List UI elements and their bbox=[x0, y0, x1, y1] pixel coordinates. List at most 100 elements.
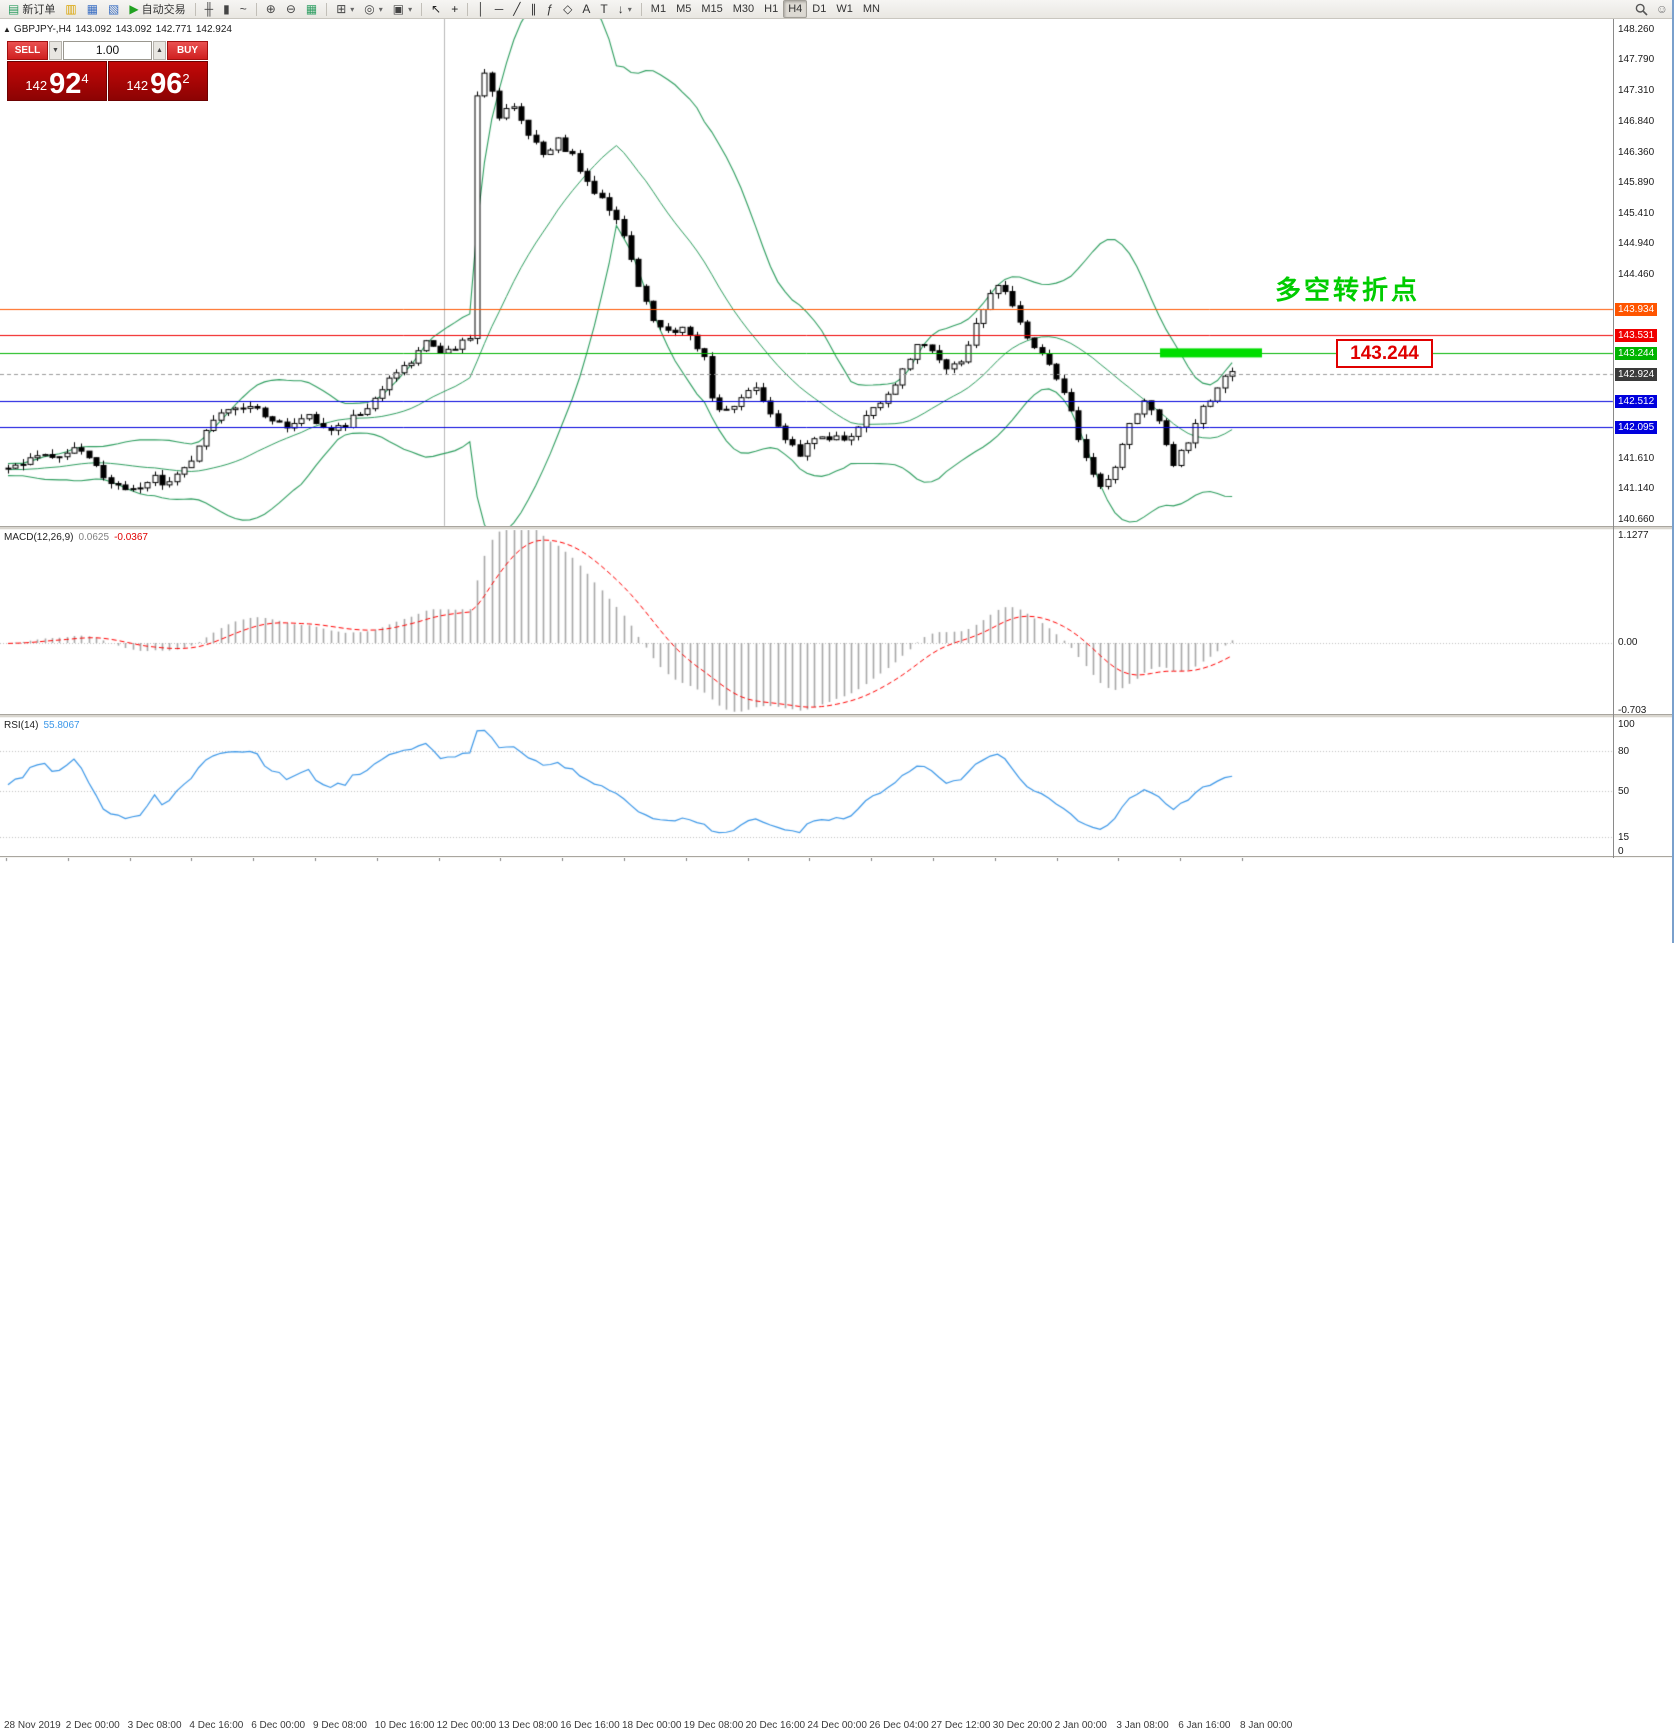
horizontal-line-tool-button[interactable]: ─ bbox=[490, 0, 509, 18]
toolbar-separator bbox=[467, 2, 469, 16]
price-tick: 144.940 bbox=[1618, 238, 1655, 250]
zoom-out-icon: ⊖ bbox=[285, 2, 296, 16]
community-icon[interactable]: ☺ bbox=[1655, 2, 1668, 16]
ohlc-open: 143.092 bbox=[75, 24, 112, 35]
time-tick: 27 Dec 12:00 bbox=[931, 1720, 991, 1731]
tf-mn-label: MN bbox=[862, 3, 880, 15]
price-callout-box[interactable]: 143.244 bbox=[1336, 339, 1433, 368]
toolbar-separator bbox=[326, 2, 328, 16]
level-price-label: 143.531 bbox=[1615, 328, 1658, 342]
tf-m30-button[interactable]: M30 bbox=[728, 0, 759, 18]
new-chart-button[interactable]: ⊞ ▾ bbox=[331, 0, 359, 18]
line-chart-mode-button[interactable]: ~ bbox=[235, 0, 252, 18]
candlestick-chart-mode-button[interactable]: ▮ bbox=[218, 0, 235, 18]
rsi-scale-tick: 80 bbox=[1618, 745, 1630, 757]
panel-separator-rsi[interactable] bbox=[0, 714, 1674, 718]
fibonacci-tool-button[interactable]: ƒ bbox=[541, 0, 558, 18]
ohlc-close: 142.924 bbox=[195, 24, 232, 35]
period-selector-button[interactable]: ◎ ▾ bbox=[359, 0, 388, 18]
panel-separator-macd[interactable] bbox=[0, 526, 1674, 530]
price-tick: 147.790 bbox=[1618, 54, 1655, 66]
time-tick: 2 Dec 00:00 bbox=[65, 1720, 120, 1731]
new-order-button[interactable]: ▤ 新订单 bbox=[3, 0, 60, 18]
tf-d1-button[interactable]: D1 bbox=[807, 0, 831, 18]
buy-price-sup: 2 bbox=[182, 71, 190, 86]
time-tick: 8 Jan 00:00 bbox=[1240, 1720, 1293, 1731]
text-tool-button[interactable]: A bbox=[577, 0, 595, 18]
candlestick-chart-mode-icon: ▮ bbox=[223, 2, 230, 16]
time-tick: 3 Dec 08:00 bbox=[127, 1720, 182, 1731]
channel-tool-button[interactable]: ∥ bbox=[525, 0, 541, 18]
time-axis-separator bbox=[0, 856, 1674, 858]
buy-price-button[interactable]: 142 96 2 bbox=[108, 61, 208, 101]
turning-point-annotation: 多空转折点 bbox=[1275, 275, 1421, 305]
shapes-tool-button[interactable]: ◇ bbox=[558, 0, 577, 18]
buy-button[interactable]: BUY bbox=[167, 41, 208, 60]
time-tick: 2 Jan 00:00 bbox=[1054, 1720, 1107, 1731]
shapes-tool-icon: ◇ bbox=[563, 2, 573, 16]
auto-trading-label: 自动交易 bbox=[141, 4, 186, 16]
time-tick: 30 Dec 20:00 bbox=[992, 1720, 1053, 1731]
tf-m5-button[interactable]: M5 bbox=[671, 0, 696, 18]
tf-h1-button[interactable]: H1 bbox=[759, 0, 783, 18]
volume-input[interactable]: 1.00 bbox=[63, 41, 152, 60]
new-order-label: 新订单 bbox=[22, 4, 56, 16]
tf-m1-button[interactable]: M1 bbox=[646, 0, 671, 18]
collapse-panel-icon[interactable]: ▲ bbox=[3, 25, 11, 34]
new-chart-icon: ⊞ bbox=[336, 2, 347, 16]
tf-mn-button[interactable]: MN bbox=[858, 0, 885, 18]
buy-price-main: 96 bbox=[150, 68, 183, 100]
sell-price-button[interactable]: 142 92 4 bbox=[7, 61, 107, 101]
sell-price-sup: 4 bbox=[81, 71, 89, 86]
level-price-label: 142.095 bbox=[1615, 421, 1658, 435]
tf-m5-label: M5 bbox=[676, 3, 692, 15]
period-selector-caret-icon: ▾ bbox=[378, 4, 383, 14]
label-tool-button[interactable]: T bbox=[595, 0, 612, 18]
price-chart-canvas[interactable] bbox=[0, 0, 1674, 943]
time-tick: 16 Dec 16:00 bbox=[560, 1720, 620, 1731]
sell-button[interactable]: SELL bbox=[7, 41, 48, 60]
toolbar-separator bbox=[421, 2, 423, 16]
tf-m15-button[interactable]: M15 bbox=[696, 0, 727, 18]
cursor-button[interactable]: ↖ bbox=[426, 0, 446, 18]
arrows-tool-button[interactable]: ↓ ▾ bbox=[613, 0, 637, 18]
time-axis[interactable]: 28 Nov 2019 2 Dec 00:00 3 Dec 08:00 4 Dec 1… bbox=[0, 858, 1613, 1731]
vertical-line-tool-icon: │ bbox=[477, 2, 485, 16]
arrows-tool-caret-icon: ▾ bbox=[627, 4, 632, 14]
macd-scale-tick: -0.703 bbox=[1618, 704, 1647, 716]
bar-chart-mode-icon: ╫ bbox=[204, 2, 214, 16]
cursor-icon: ↖ bbox=[431, 2, 442, 16]
crosshair-button[interactable]: + bbox=[446, 0, 463, 18]
tf-w1-button[interactable]: W1 bbox=[831, 0, 858, 18]
zoom-in-button[interactable]: ⊕ bbox=[261, 0, 281, 18]
tf-m30-label: M30 bbox=[732, 3, 755, 15]
search-icon[interactable] bbox=[1635, 3, 1648, 16]
time-tick: 13 Dec 08:00 bbox=[498, 1720, 558, 1731]
bar-chart-mode-button[interactable]: ╫ bbox=[200, 0, 219, 18]
ohlc-readout[interactable]: ▲ GBPJPY-,H4 143.092 143.092 142.771 142.924 bbox=[3, 24, 236, 35]
macd-label: MACD(12,26,9) 0.0625 -0.0367 bbox=[4, 532, 148, 543]
text-tool-icon: A bbox=[582, 2, 591, 16]
tile-windows-button[interactable]: ▦ bbox=[301, 0, 322, 18]
time-tick: 9 Dec 08:00 bbox=[313, 1720, 367, 1731]
time-tick: 10 Dec 16:00 bbox=[374, 1720, 435, 1731]
chart-settings-button[interactable]: ▣ ▾ bbox=[388, 0, 417, 18]
fibonacci-tool-icon: ƒ bbox=[546, 2, 554, 16]
crosshair-icon: + bbox=[451, 2, 459, 16]
chart-profiles-button[interactable]: ▥ bbox=[60, 0, 81, 18]
time-tick: 12 Dec 00:00 bbox=[436, 1720, 497, 1731]
price-tick: 148.260 bbox=[1618, 24, 1655, 35]
volume-increase-button[interactable]: ▲ bbox=[153, 41, 166, 60]
time-tick: 26 Dec 04:00 bbox=[869, 1720, 929, 1731]
zoom-out-button[interactable]: ⊖ bbox=[281, 0, 301, 18]
rsi-label: RSI(14) 55.8067 bbox=[4, 720, 80, 731]
vertical-line-tool-button[interactable]: │ bbox=[472, 0, 490, 18]
rsi-scale-tick: 15 bbox=[1618, 832, 1630, 844]
navigator-button[interactable]: ▧ bbox=[103, 0, 124, 18]
trendline-tool-button[interactable]: ╱ bbox=[508, 0, 525, 18]
auto-trading-button[interactable]: ▶ 自动交易 bbox=[124, 0, 190, 18]
volume-decrease-button[interactable]: ▼ bbox=[49, 41, 62, 60]
price-tick: 146.840 bbox=[1618, 115, 1655, 127]
tf-h4-button[interactable]: H4 bbox=[783, 0, 808, 18]
market-watch-button[interactable]: ▦ bbox=[82, 0, 103, 18]
